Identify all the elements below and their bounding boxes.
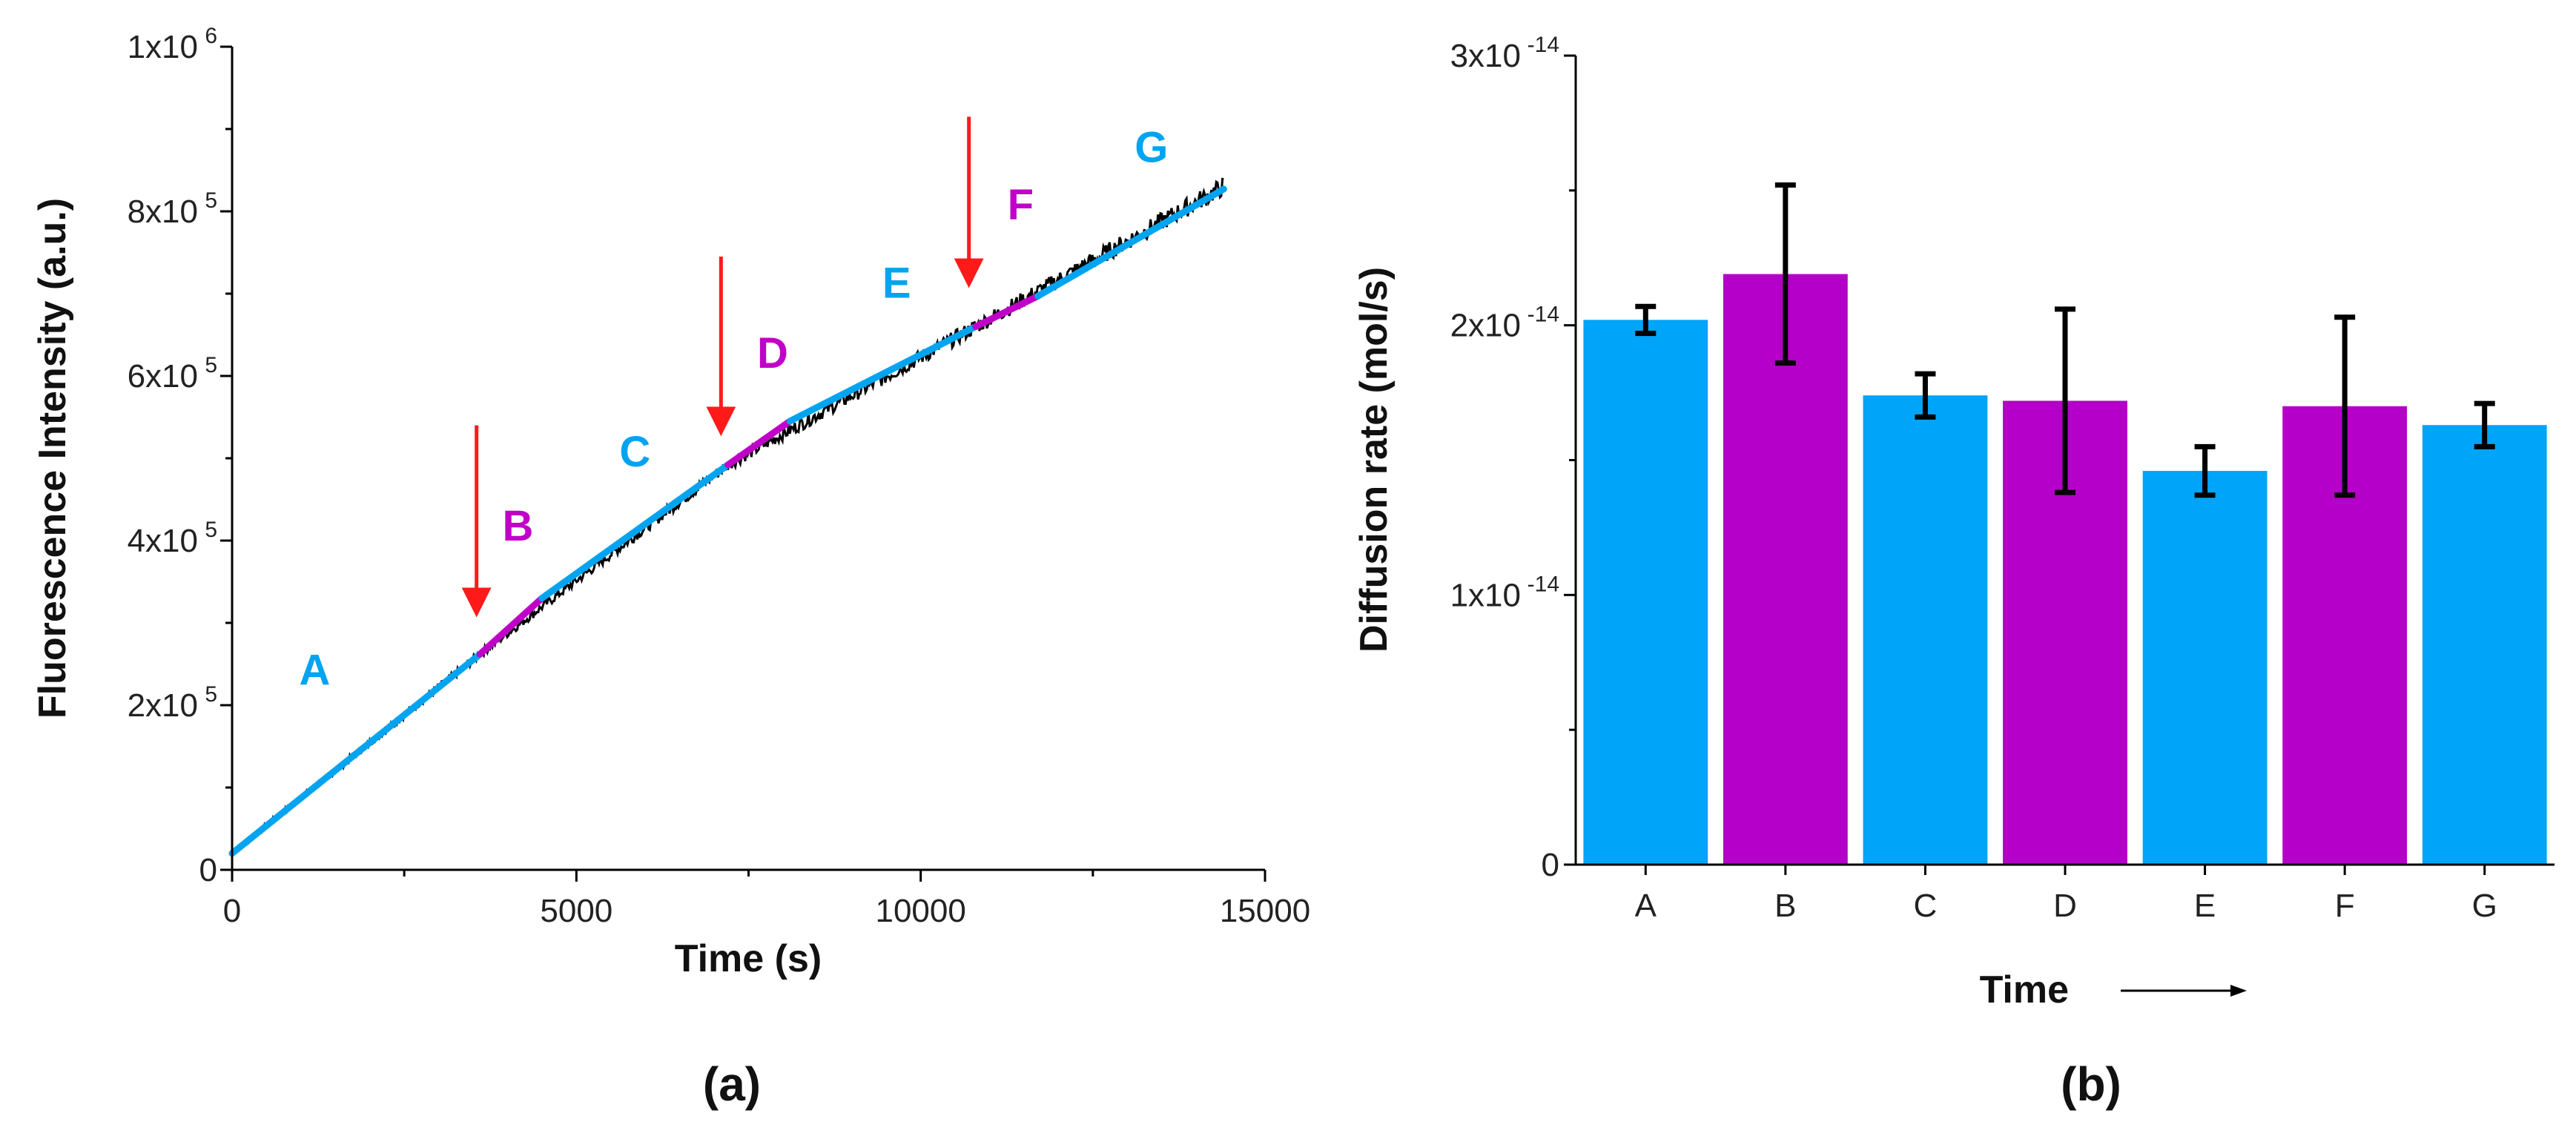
raw-trace-line — [231, 177, 1224, 855]
fit-segment-b — [476, 595, 546, 658]
x-axis-title-a: Time (s) — [675, 937, 822, 980]
y-tick-label-a-base: 8x10 — [128, 194, 198, 230]
fit-segment-f — [972, 292, 1042, 330]
fit-segment-e — [786, 323, 980, 425]
y-axis-title-b: Diffusion rate (mol/s) — [1353, 267, 1396, 653]
y-tick-exponent-a: 5 — [205, 188, 217, 213]
category-label-f: F — [2335, 888, 2355, 924]
y-tick-label-b: 0 — [1542, 847, 1559, 883]
y-tick-label-a: 1x10 — [128, 29, 198, 65]
y-tick-exponent-b: -14 — [1528, 303, 1559, 327]
panel-label-b: (b) — [2061, 1057, 2121, 1111]
y-tick-exponent-b: -14 — [1528, 33, 1559, 57]
y-tick-label-a-base: 0 — [199, 852, 217, 888]
y-tick-label-a: 0 — [199, 852, 217, 888]
segment-label-c: C — [619, 428, 650, 476]
y-tick-label-a: 6x10 — [128, 358, 198, 394]
category-label-a: A — [1635, 888, 1657, 924]
bar-a — [1583, 320, 1708, 865]
fit-segment-a — [228, 650, 483, 857]
category-label-b: B — [1774, 888, 1796, 924]
segment-label-d: D — [757, 329, 788, 377]
y-tick-label-a: 4x10 — [128, 523, 198, 559]
y-tick-label-a-base: 1x10 — [128, 29, 198, 65]
bar-b — [1723, 274, 1848, 865]
y-tick-label-a: 2x10 — [128, 687, 198, 724]
chart-a: 0 5000 10000 15000 0 2x10 5 4x10 5 6x10 5 8x10 5 1x1… — [31, 24, 1310, 1111]
y-tick-exponent-a: 5 — [205, 518, 217, 542]
fit-segment-c — [538, 461, 732, 602]
y-tick-label-b-base: 0 — [1542, 847, 1559, 883]
segment-label-f: F — [1008, 181, 1034, 229]
y-tick-label-b: 2x10 — [1450, 308, 1521, 344]
bar-c — [1863, 395, 1988, 865]
bar-g — [2422, 425, 2547, 865]
bar-e — [2142, 471, 2268, 865]
fit-segment-g — [1034, 185, 1227, 300]
y-tick-exponent-b: -14 — [1528, 572, 1559, 596]
x-tick-label-a: 15000 — [1220, 893, 1310, 929]
y-tick-label-b-base: 1x10 — [1450, 577, 1521, 613]
chart-b: 0 1x10 -14 2x10 -14 3x10 -14 A B C D E F G Time Diff… — [1353, 33, 2554, 1111]
fit-segment-d — [724, 417, 793, 469]
y-tick-label-a-base: 6x10 — [128, 358, 198, 394]
y-tick-label-a: 8x10 — [128, 194, 198, 230]
time-arrow-head — [2230, 985, 2247, 997]
segment-label-e: E — [882, 260, 911, 308]
x-tick-label-a: 0 — [223, 893, 241, 929]
x-tick-label-a: 10000 — [875, 893, 965, 929]
y-tick-exponent-a: 6 — [205, 24, 217, 48]
y-axis-title-a: Fluorescence Intensity (a.u.) — [31, 198, 74, 719]
x-tick-label-a: 5000 — [540, 893, 612, 929]
panel-label-a: (a) — [703, 1057, 761, 1111]
x-axis-title-b: Time — [1980, 968, 2069, 1011]
y-tick-label-b: 1x10 — [1450, 577, 1521, 613]
segment-label-b: B — [502, 502, 533, 550]
y-tick-label-a-base: 4x10 — [128, 523, 198, 559]
category-label-d: D — [2053, 888, 2077, 924]
y-tick-label-b-base: 3x10 — [1450, 38, 1521, 74]
segment-label-g: G — [1135, 123, 1168, 171]
category-label-c: C — [1914, 888, 1938, 924]
y-tick-label-b-base: 2x10 — [1450, 308, 1521, 344]
y-tick-exponent-a: 5 — [205, 682, 217, 707]
y-tick-label-a-base: 2x10 — [128, 687, 198, 724]
category-label-g: G — [2472, 888, 2497, 924]
y-tick-exponent-a: 5 — [205, 353, 217, 377]
segment-label-a: A — [299, 646, 330, 694]
y-tick-label-b: 3x10 — [1450, 38, 1521, 74]
category-label-e: E — [2194, 888, 2216, 924]
